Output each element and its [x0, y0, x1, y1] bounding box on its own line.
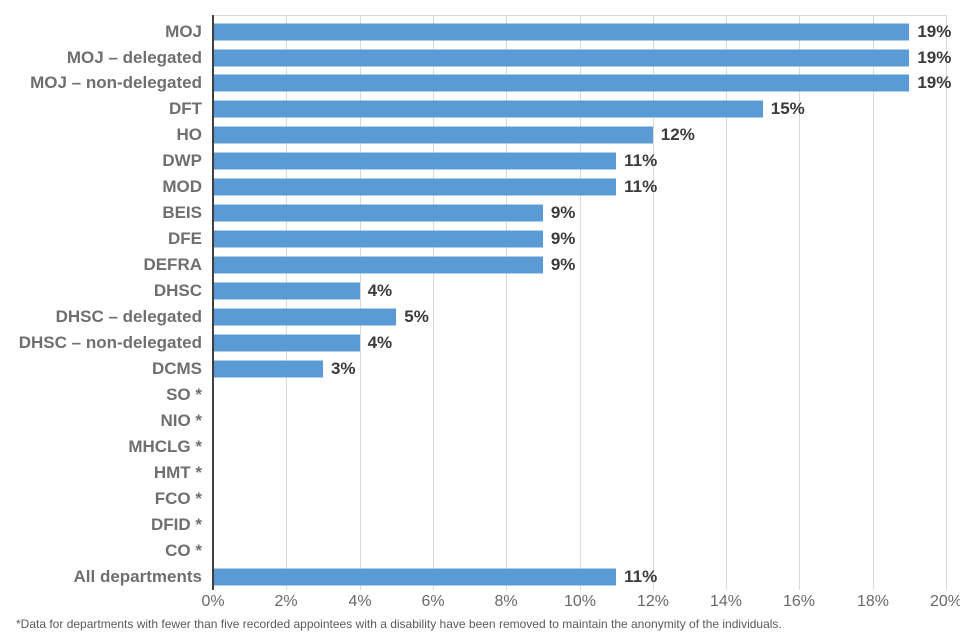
x-tick-label: 6% — [421, 593, 445, 610]
bar-row: HO 12% — [0, 122, 960, 148]
bar — [214, 360, 323, 378]
value-label: 19% — [917, 47, 952, 67]
category-label: MOD — [162, 177, 202, 197]
category-label: MOJ — [165, 21, 202, 41]
bar-row: DHSC 4% — [0, 278, 960, 304]
bar — [214, 204, 543, 222]
category-label: CO * — [165, 540, 202, 560]
bar-row: DFT 15% — [0, 96, 960, 122]
bar-row: SO * — [0, 382, 960, 408]
category-label: MHCLG * — [128, 436, 202, 456]
value-label: 19% — [917, 73, 952, 93]
bar — [214, 49, 909, 67]
x-tick-label: 10% — [563, 593, 597, 610]
x-tick-label: 0% — [201, 593, 225, 610]
value-label: 4% — [367, 332, 393, 352]
category-label: DHSC – delegated — [55, 307, 202, 327]
value-label: 9% — [550, 255, 576, 275]
bar-row: DEFRA 9% — [0, 252, 960, 278]
bar-row: MOJ 19% — [0, 19, 960, 45]
bar — [214, 334, 360, 352]
category-label: HO — [176, 125, 203, 145]
bar — [214, 568, 616, 586]
gridline-14pct — [726, 15, 727, 590]
bar-row: BEIS 9% — [0, 200, 960, 226]
category-label: DFT — [168, 99, 202, 119]
value-label: 15% — [770, 99, 805, 119]
x-tick-label: 16% — [782, 593, 816, 610]
x-tick-label: 4% — [348, 593, 372, 610]
gridline-2pct — [286, 15, 287, 590]
value-label: 11% — [624, 177, 658, 197]
bar-row: FCO * — [0, 486, 960, 512]
gridline-16pct — [799, 15, 800, 590]
chart-footnote: *Data for departments with fewer than fi… — [16, 617, 782, 631]
category-label: FCO * — [154, 488, 202, 508]
category-label: MOJ – non-delegated — [30, 73, 202, 93]
category-label: NIO * — [160, 410, 202, 430]
category-label: DCMS — [151, 358, 202, 378]
gridline-4pct — [360, 15, 361, 590]
plot-top-border — [213, 15, 946, 16]
x-tick-label: 14% — [709, 593, 743, 610]
bar — [214, 74, 909, 92]
bar-row: All departments 11% — [0, 564, 960, 590]
value-label: 4% — [367, 281, 393, 301]
value-label: 9% — [550, 203, 576, 223]
bar-row: NIO * — [0, 408, 960, 434]
bar-row: DCMS 3% — [0, 356, 960, 382]
bar-row: DHSC – non-delegated 4% — [0, 330, 960, 356]
gridline-6pct — [433, 15, 434, 590]
category-label: HMT * — [153, 462, 202, 482]
x-tick-label: 12% — [636, 593, 670, 610]
category-label: DWP — [162, 151, 202, 171]
gridline-12pct — [653, 15, 654, 590]
value-label: 5% — [404, 307, 429, 327]
category-label: DEFRA — [143, 255, 202, 275]
bar — [214, 23, 909, 41]
bar-row: MOJ – delegated 19% — [0, 45, 960, 71]
bar — [214, 308, 396, 326]
category-label: All departments — [73, 566, 202, 586]
bar-row: CO * — [0, 538, 960, 564]
category-label: DFE — [168, 229, 202, 249]
bar — [214, 230, 543, 248]
bar — [214, 126, 653, 144]
bar-row: MOD 11% — [0, 174, 960, 200]
category-label: MOJ – delegated — [66, 47, 202, 67]
gridline-10pct — [580, 15, 581, 590]
category-label: BEIS — [162, 203, 202, 223]
value-label: 3% — [330, 358, 356, 378]
category-label: DHSC – non-delegated — [18, 332, 202, 352]
x-tick-label: 18% — [856, 593, 890, 610]
category-label: DHSC — [153, 281, 202, 301]
gridline-8pct — [506, 15, 507, 590]
category-label: SO * — [166, 384, 202, 404]
bar — [214, 256, 543, 274]
x-tick-label: 20% — [929, 593, 960, 610]
value-label: 9% — [550, 229, 576, 249]
x-tick-label: 8% — [494, 593, 518, 610]
bar-row: DWP 11% — [0, 148, 960, 174]
bar-row: DHSC – delegated 5% — [0, 304, 960, 330]
value-label: 12% — [660, 125, 695, 145]
bar — [214, 178, 616, 196]
gridline-20pct — [946, 15, 947, 590]
bar-row: HMT * — [0, 460, 960, 486]
bar-row: MOJ – non-delegated 19% — [0, 71, 960, 97]
bar — [214, 282, 360, 300]
bar-row: MHCLG * — [0, 434, 960, 460]
category-label: DFID * — [151, 514, 202, 534]
x-tick-label: 2% — [274, 593, 298, 610]
bar — [214, 152, 616, 170]
value-label: 19% — [917, 21, 952, 41]
value-label: 11% — [624, 566, 658, 586]
gridline-18pct — [873, 15, 874, 590]
bar-row: DFID * — [0, 512, 960, 538]
bar-row: DFE 9% — [0, 226, 960, 252]
y-axis-line — [212, 15, 214, 590]
bar — [214, 100, 763, 118]
value-label: 11% — [624, 151, 658, 171]
